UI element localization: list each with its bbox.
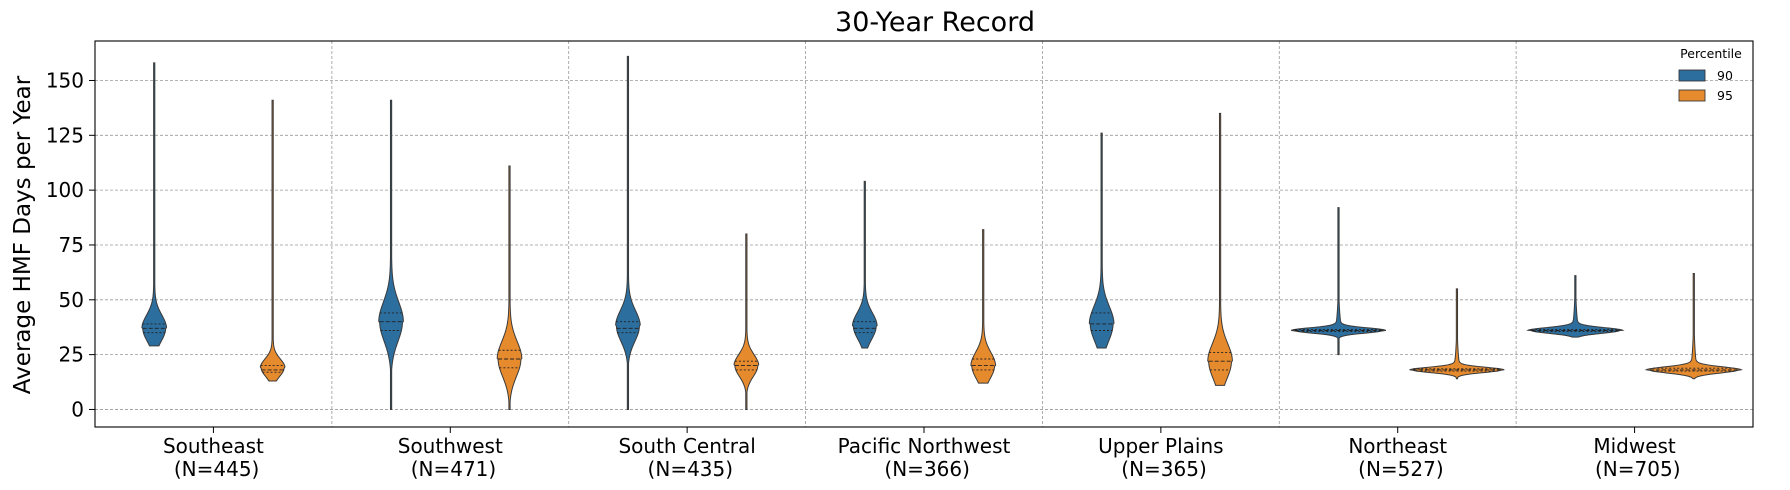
violin-body [851, 180, 878, 349]
legend-label: 95 [1717, 88, 1733, 103]
x-tick-label: Midwest (N=705) [1589, 434, 1681, 481]
y-tick-label: 25 [59, 343, 84, 367]
x-tick-label-line: (N=471) [404, 457, 496, 481]
legend-swatch [1678, 69, 1706, 82]
axes: 0 25 50 75 100 125 150 Southeast (N=445) Southwe… [46, 40, 1754, 481]
x-tick-label: Southeast (N=445) [163, 434, 264, 481]
x-tick-label-line: Northeast [1348, 434, 1447, 458]
violin-body [1409, 288, 1505, 380]
x-tick-label: South Central (N=435) [618, 434, 755, 481]
violin-body [1207, 112, 1233, 386]
x-tick-label-line: South Central [618, 434, 755, 458]
x-tick-label-line: Pacific Northwest [838, 434, 1011, 458]
violin-body [1290, 207, 1387, 356]
legend-label: 90 [1717, 68, 1733, 83]
y-tick-label: 50 [59, 288, 84, 312]
violin-body [378, 99, 404, 410]
x-tick-label: Pacific Northwest (N=366) [838, 434, 1011, 481]
chart-title: 30-Year Record [835, 7, 1035, 38]
y-tick-label: 0 [71, 397, 84, 421]
x-tick-label: Southwest (N=471) [398, 434, 503, 481]
x-tick-label-line: Southwest [398, 434, 503, 458]
y-tick-label: 75 [59, 233, 84, 257]
violin-body [615, 55, 641, 410]
plot-frame [94, 40, 1754, 428]
violin-body [1644, 272, 1743, 380]
violin-body [141, 62, 168, 347]
x-tick-label-line: (N=366) [878, 457, 970, 481]
violin-body [733, 233, 760, 410]
x-tick-label-line: Midwest [1593, 434, 1676, 458]
legend-title: Percentile [1680, 46, 1742, 61]
violin-body [970, 229, 997, 384]
y-tick-label: 125 [46, 123, 84, 147]
violins [141, 55, 1743, 410]
y-tick-label: 150 [46, 68, 84, 92]
y-tick-label: 100 [46, 178, 84, 202]
x-tick-label-line: (N=365) [1115, 457, 1207, 481]
x-tick-label-line: Southeast [163, 434, 264, 458]
x-tick-label-line: (N=435) [641, 457, 733, 481]
x-tick-label-line: (N=445) [167, 457, 259, 481]
grid-lines [95, 41, 1753, 427]
violin-body [496, 165, 523, 410]
violin-body [259, 99, 286, 382]
legend: Percentile 90 95 [1678, 46, 1742, 103]
x-tick-label-line: (N=705) [1589, 457, 1681, 481]
x-tick-label: Upper Plains (N=365) [1098, 434, 1223, 481]
violin-body [1088, 132, 1115, 349]
y-axis-label: Average HMF Days per Year [10, 75, 36, 394]
violin-body [1526, 275, 1625, 338]
x-tick-label-line: Upper Plains [1098, 434, 1223, 458]
legend-swatch [1678, 89, 1706, 102]
x-tick-label: Northeast (N=527) [1348, 434, 1447, 481]
x-tick-label-line: (N=527) [1352, 457, 1444, 481]
